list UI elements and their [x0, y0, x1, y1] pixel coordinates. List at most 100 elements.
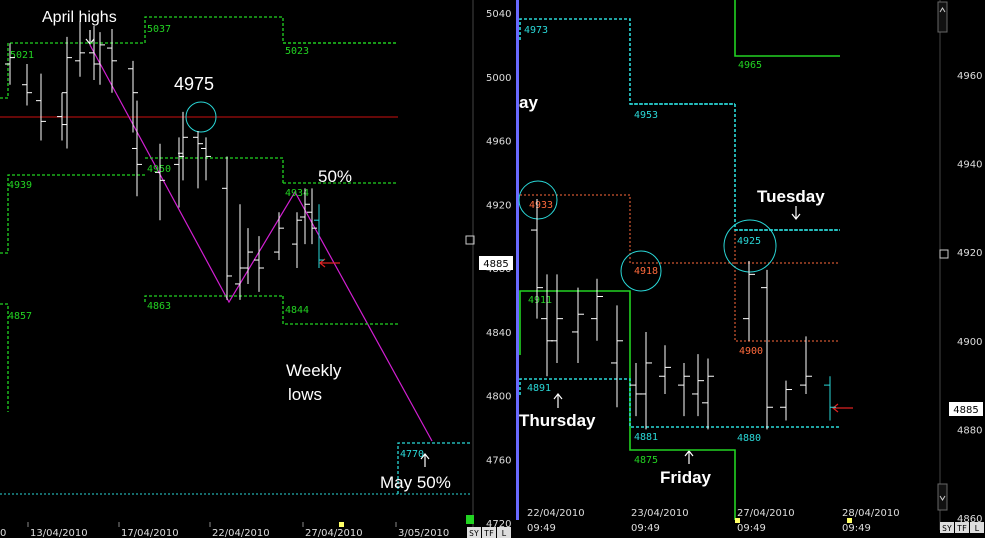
level-line — [519, 18, 735, 105]
left-y-tick: 5040 — [486, 9, 511, 20]
left-x-tick: 0 — [0, 528, 6, 538]
level-line — [0, 174, 145, 254]
price-bar — [611, 305, 623, 408]
left-x-tick: 13/04/2010 — [30, 528, 88, 538]
left-y-tick: 4760 — [486, 455, 511, 466]
level-line — [734, 0, 840, 57]
price-bar — [572, 287, 584, 363]
price-bar — [75, 20, 85, 77]
friday-arrow-icon — [684, 450, 694, 464]
price-bar — [36, 73, 46, 141]
right-circle-4918 — [620, 250, 662, 292]
price-bar — [531, 199, 543, 319]
level-line — [145, 157, 284, 183]
left-scale-toggle-icon[interactable] — [465, 235, 475, 245]
left-status-square — [466, 515, 474, 524]
left-x-tick: 22/04/2010 — [212, 528, 270, 538]
level-label: 5023 — [285, 46, 309, 57]
right-tf-label: TF — [957, 524, 967, 533]
right-last-price: 4885 — [953, 405, 978, 416]
level-label: 4965 — [738, 60, 762, 71]
may-50-arrow-icon — [420, 453, 430, 467]
annotation-tuesday: Tuesday — [757, 187, 825, 206]
right-x-time: 09:49 — [842, 523, 871, 534]
right-x-time: 09:49 — [631, 523, 660, 534]
level-label: 4934 — [285, 188, 309, 199]
price-bar — [640, 331, 652, 430]
price-bar — [800, 336, 812, 394]
right-scale-toggle-icon[interactable] — [939, 249, 949, 259]
right-x-date: 22/04/2010 — [527, 508, 585, 519]
left-sy-label: SY — [469, 529, 479, 538]
level-label: 5021 — [10, 50, 34, 61]
annotation-weekly: Weekly — [286, 361, 342, 380]
right-current-marker — [735, 518, 740, 523]
right-tf-button[interactable] — [955, 522, 969, 533]
price-bar — [95, 32, 105, 85]
level-line — [282, 296, 398, 325]
left-tf-button[interactable] — [482, 527, 496, 538]
level-label: 4891 — [527, 383, 551, 394]
price-bar — [780, 380, 792, 421]
price-bar — [300, 188, 310, 245]
level-label: 4900 — [739, 346, 763, 357]
price-bar — [22, 64, 32, 106]
right-x-date: 27/04/2010 — [737, 508, 795, 519]
price-bar — [307, 188, 317, 245]
left-y-tick: 4720 — [486, 519, 511, 530]
right-y-tick: 4940 — [957, 160, 982, 171]
tuesday-arrow-icon — [791, 206, 801, 220]
right-toolbar: SY TF L — [940, 522, 984, 533]
level-line — [397, 442, 472, 494]
right-red-arrow-icon — [832, 403, 853, 413]
level-line — [519, 378, 840, 428]
right-scroll-up-icon[interactable] — [937, 1, 948, 33]
level-label: 4911 — [528, 295, 552, 306]
level-line — [144, 16, 398, 44]
thursday-arrow-icon — [553, 393, 563, 408]
current-date-marker — [339, 522, 344, 527]
price-bar — [292, 212, 302, 268]
level-label: 4844 — [285, 305, 309, 316]
level-line — [519, 290, 736, 520]
level-line — [144, 295, 283, 302]
left-l-label: L — [502, 529, 507, 538]
right-l-label: L — [975, 524, 980, 533]
level-label: 4950 — [147, 164, 171, 175]
right-scroll-down-icon[interactable] — [937, 483, 948, 511]
left-toolbar: SY TF L — [467, 527, 511, 538]
right-x-date: 23/04/2010 — [631, 508, 689, 519]
left-x-tick: 27/04/2010 — [305, 528, 363, 538]
right-y-tick: 4900 — [957, 337, 982, 348]
price-bar — [541, 274, 553, 377]
level-label: 4918 — [634, 266, 658, 277]
left-x-tick: 3/05/2010 — [398, 528, 449, 538]
right-last-price-box: 4885 — [949, 402, 983, 416]
right-sy-button[interactable] — [940, 522, 954, 533]
annotation-50pct: 50% — [318, 167, 352, 186]
price-bar — [702, 358, 714, 430]
price-bar — [193, 130, 203, 189]
level-line — [0, 42, 145, 99]
right-y-tick: 4960 — [957, 71, 982, 82]
price-bar — [659, 345, 671, 394]
right-x-time: 09:49 — [737, 523, 766, 534]
left-l-button[interactable] — [497, 527, 511, 538]
left-y-tick: 4920 — [486, 200, 511, 211]
price-bar — [274, 212, 284, 261]
right-l-button[interactable] — [970, 522, 984, 533]
annotation-ay: ay — [519, 93, 538, 112]
right-sy-label: SY — [942, 524, 952, 533]
left-last-price-box: 4885 — [479, 256, 513, 270]
left-y-tick: 4800 — [486, 392, 511, 403]
annotation-lows: lows — [288, 385, 322, 404]
right-circle-4925 — [723, 219, 777, 273]
annotation-friday: Friday — [660, 468, 712, 487]
left-y-tick: 4840 — [486, 328, 511, 339]
price-bar — [630, 362, 642, 417]
level-label: 4925 — [737, 236, 761, 247]
level-label: 4933 — [529, 200, 553, 211]
left-sy-button[interactable] — [467, 527, 481, 538]
price-bar — [178, 111, 188, 181]
